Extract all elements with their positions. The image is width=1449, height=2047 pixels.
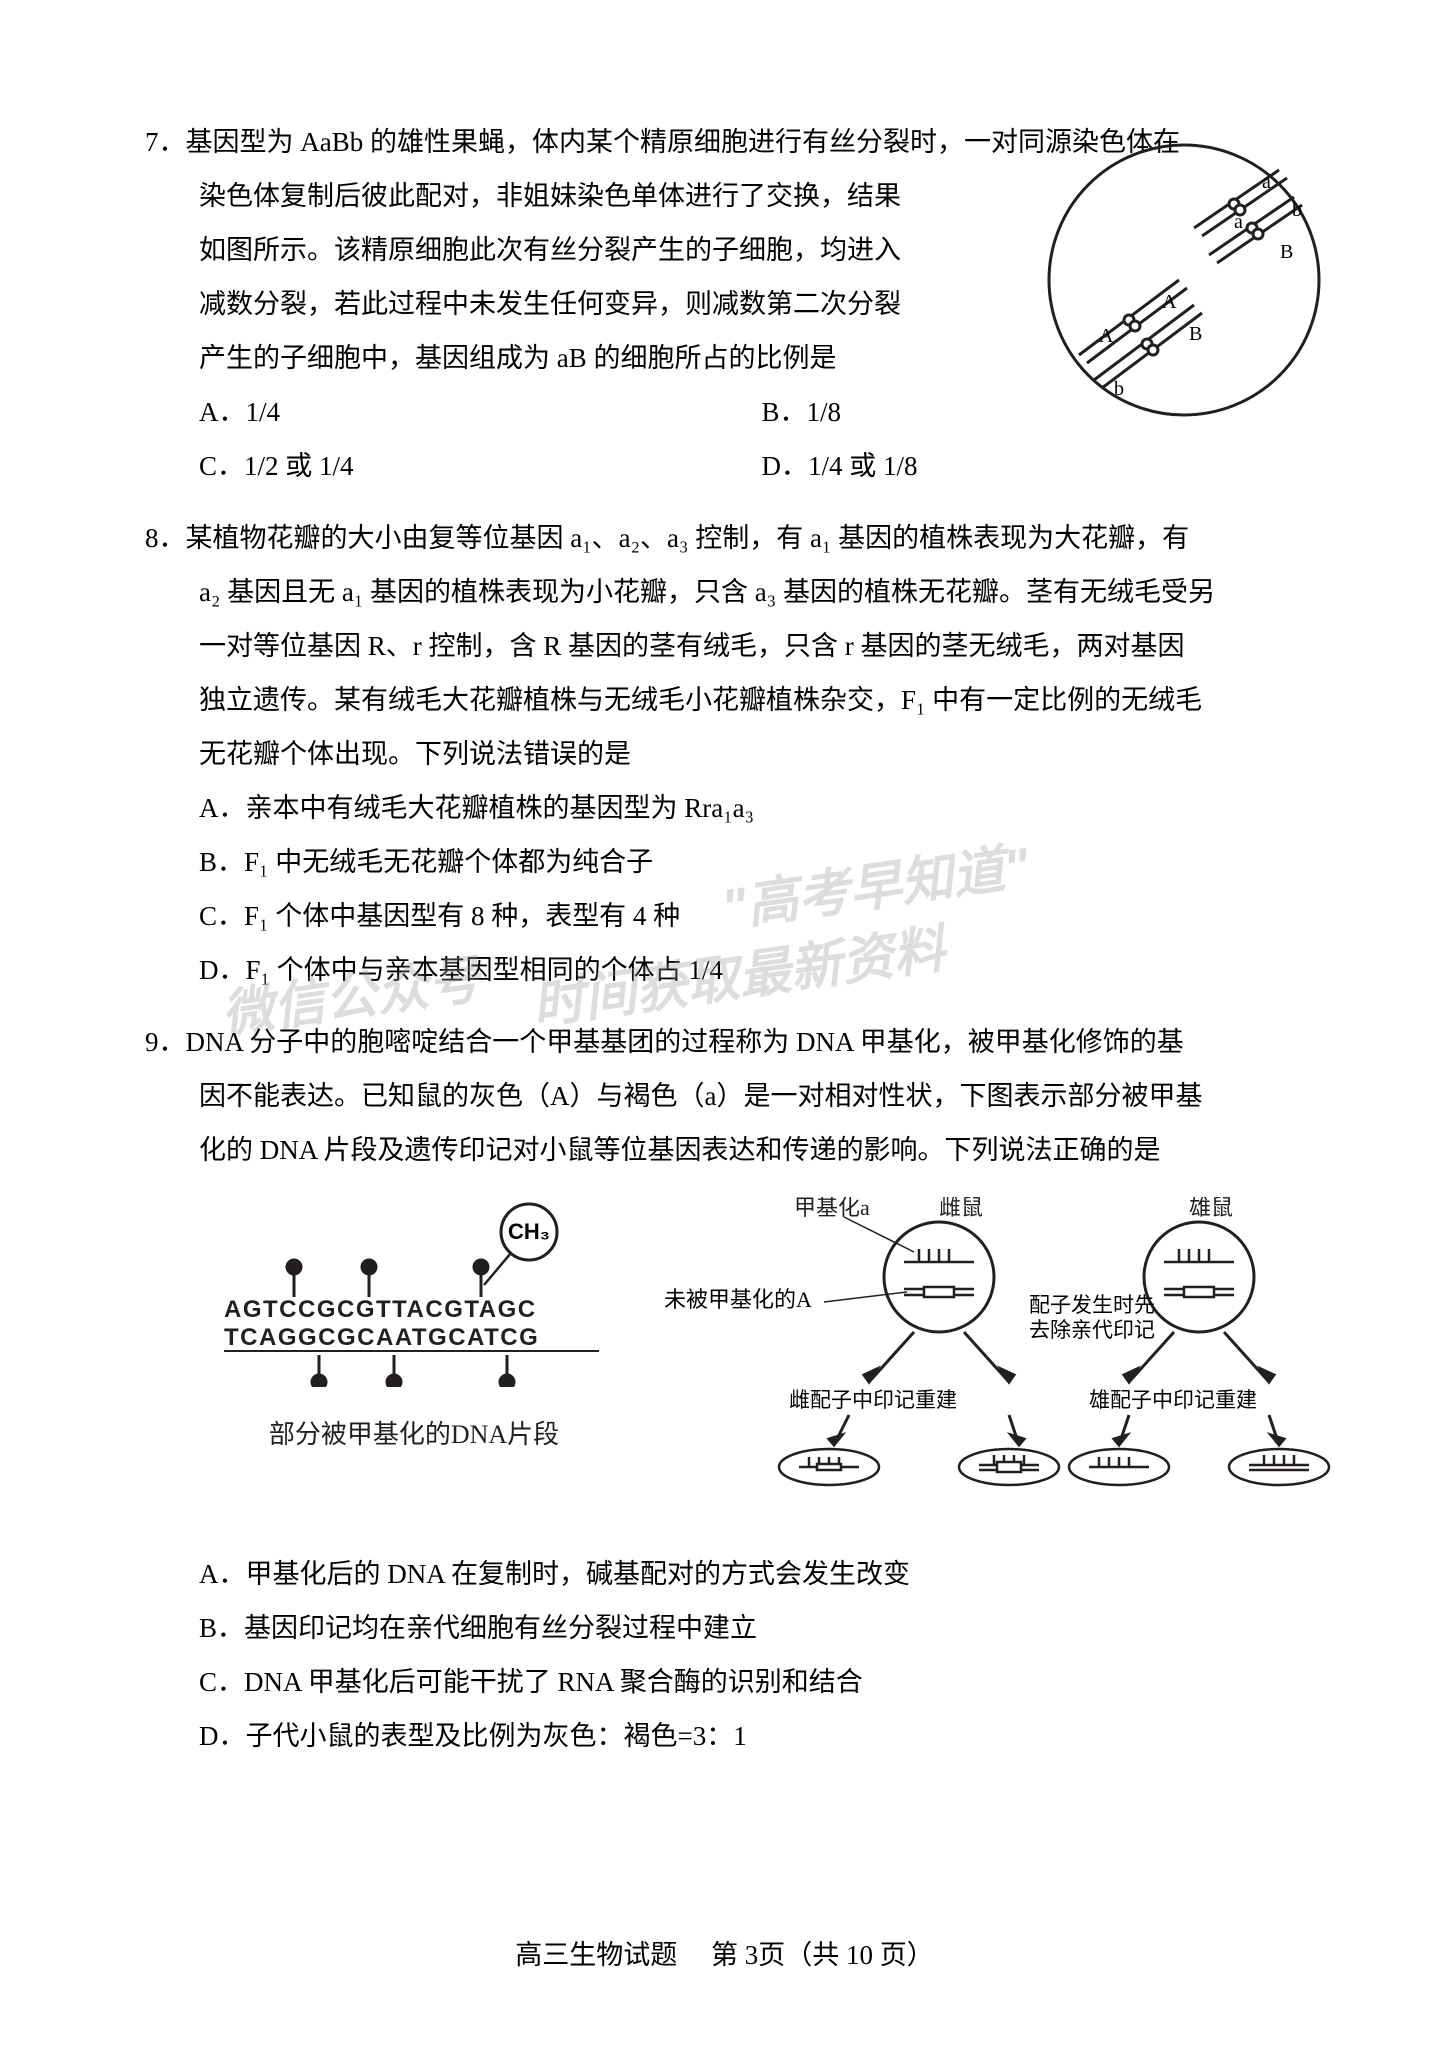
- q7-stem: 7．基因型为 AaBb 的雄性果蝇，体内某个精原细胞进行有丝分裂时，一对同源染色…: [145, 115, 1324, 385]
- dna-fragment-figure: CH₃ AGTCCGCGTTACGTAGC TCAGGCGCAATGCATCG: [199, 1197, 629, 1451]
- q9-line2: 因不能表达。已知鼠的灰色（A）与褐色（a）是一对相对性状，下图表示部分被甲基: [145, 1069, 1324, 1123]
- q9-options: A．甲基化后的 DNA 在复制时，碱基配对的方式会发生改变 B．基因印记均在亲代…: [145, 1547, 1324, 1763]
- q7-stem-text1: 基因型为 AaBb 的雄性果蝇，体内某个精原细胞进行有丝分裂时，一对同源染色体在: [186, 127, 1181, 157]
- page-footer: 高三生物试题 第 3页（共 10 页）: [0, 1933, 1449, 1972]
- q8-optD: D．F₁ 个体中与亲本基因型相同的个体占 1/4: [199, 943, 1324, 997]
- ch3-label: CH₃: [508, 1219, 550, 1244]
- label-erase2: 去除亲代印记: [1029, 1318, 1155, 1342]
- q7-optC: C．1/2 或 1/4: [199, 439, 762, 493]
- q7-optD: D．1/4 或 1/8: [762, 439, 1325, 493]
- q8-optA: A．亲本中有绒毛大花瓣植株的基因型为 Rra₁a₃: [199, 781, 1324, 835]
- q8-line5: 无花瓣个体出现。下列说法错误的是: [145, 727, 1324, 781]
- q8-stem-text1: 某植物花瓣的大小由复等位基因 a₁、a₂、a₃ 控制，有 a₁ 基因的植株表现为…: [186, 523, 1190, 553]
- label-B2: B: [1189, 323, 1202, 345]
- q8-line1: 8．某植物花瓣的大小由复等位基因 a₁、a₂、a₃ 控制，有 a₁ 基因的植株表…: [145, 511, 1324, 565]
- label-b2: b: [1114, 378, 1124, 400]
- label-a1: a: [1262, 171, 1271, 193]
- label-a2: a: [1234, 211, 1243, 233]
- label-methyl-a: 甲基化a: [794, 1197, 870, 1220]
- footer-title: 高三生物试题: [515, 1940, 677, 1970]
- question-7: 7．基因型为 AaBb 的雄性果蝇，体内某个精原细胞进行有丝分裂时，一对同源染色…: [145, 115, 1324, 493]
- q9-optA: A．甲基化后的 DNA 在复制时，碱基配对的方式会发生改变: [199, 1547, 1324, 1601]
- imprint-diagram-icon: 甲基化a 雌鼠 雄鼠: [659, 1197, 1339, 1497]
- label-male-rebuild: 雄配子中印记重建: [1089, 1388, 1257, 1412]
- q8-stem: 8．某植物花瓣的大小由复等位基因 a₁、a₂、a₃ 控制，有 a₁ 基因的植株表…: [145, 511, 1324, 781]
- question-9: 9．DNA 分子中的胞嘧啶结合一个甲基基团的过程称为 DNA 甲基化，被甲基化修…: [145, 1015, 1324, 1763]
- dna-top-seq: AGTCCGCGTTACGTAGC: [224, 1296, 537, 1323]
- q7-line4: 减数分裂，若此过程中未发生任何变异，则减数第二次分裂: [145, 277, 1024, 331]
- label-erase1: 配子发生时先: [1029, 1293, 1155, 1317]
- q9-line1: 9．DNA 分子中的胞嘧啶结合一个甲基基团的过程称为 DNA 甲基化，被甲基化修…: [145, 1015, 1324, 1069]
- label-B1: B: [1280, 241, 1293, 263]
- q7-chromosome-figure: a b a B A B: [1034, 140, 1334, 420]
- q9-optC: C．DNA 甲基化后可能干扰了 RNA 聚合酶的识别和结合: [199, 1655, 1324, 1709]
- q9-number: 9．: [145, 1027, 186, 1057]
- label-A2: A: [1099, 325, 1114, 347]
- q8-options: A．亲本中有绒毛大花瓣植株的基因型为 Rra₁a₃ B．F₁ 中无绒毛无花瓣个体…: [145, 781, 1324, 997]
- dna-sequence-icon: CH₃ AGTCCGCGTTACGTAGC TCAGGCGCAATGCATCG: [199, 1197, 629, 1387]
- q9-optB: B．基因印记均在亲代细胞有丝分裂过程中建立: [199, 1601, 1324, 1655]
- q8-number: 8．: [145, 523, 186, 553]
- cell-diagram-icon: a b a B A B: [1034, 140, 1334, 420]
- q9-stem-text1: DNA 分子中的胞嘧啶结合一个甲基基团的过程称为 DNA 甲基化，被甲基化修饰的…: [186, 1027, 1184, 1057]
- dna-caption: 部分被甲基化的DNA片段: [199, 1414, 629, 1451]
- q8-line3: 一对等位基因 R、r 控制，含 R 基因的茎有绒毛，只含 r 基因的茎无绒毛，两…: [145, 619, 1324, 673]
- q8-optC: C．F₁ 个体中基因型有 8 种，表型有 4 种: [199, 889, 1324, 943]
- q8-optB: B．F₁ 中无绒毛无花瓣个体都为纯合子: [199, 835, 1324, 889]
- label-unmethyl-A: 未被甲基化的A: [664, 1287, 812, 1312]
- q7-options-row2: C．1/2 或 1/4 D．1/4 或 1/8: [145, 439, 1324, 493]
- q8-line4: 独立遗传。某有绒毛大花瓣植株与无绒毛小花瓣植株杂交，F₁ 中有一定比例的无绒毛: [145, 673, 1324, 727]
- label-b1: b: [1292, 199, 1302, 221]
- q7-line5: 产生的子细胞中，基因组成为 aB 的细胞所占的比例是: [145, 331, 1024, 385]
- q7-number: 7．: [145, 127, 186, 157]
- footer-pageno: 第 3页（共 10 页）: [711, 1940, 934, 1970]
- label-female-rebuild: 雌配子中印记重建: [789, 1388, 957, 1412]
- label-male: 雄鼠: [1189, 1197, 1233, 1220]
- q9-optD: D．子代小鼠的表型及比例为灰色：褐色=3：1: [199, 1709, 1324, 1763]
- q7-optA: A．1/4: [199, 385, 762, 439]
- label-female: 雌鼠: [939, 1197, 983, 1220]
- question-8: 8．某植物花瓣的大小由复等位基因 a₁、a₂、a₃ 控制，有 a₁ 基因的植株表…: [145, 511, 1324, 997]
- dna-bot-seq: TCAGGCGCAATGCATCG: [224, 1324, 539, 1351]
- label-A1: A: [1162, 291, 1177, 313]
- q9-diagrams: CH₃ AGTCCGCGTTACGTAGC TCAGGCGCAATGCATCG: [145, 1197, 1324, 1502]
- q9-line3: 化的 DNA 片段及遗传印记对小鼠等位基因表达和传递的影响。下列说法正确的是: [145, 1123, 1324, 1177]
- imprint-figure: 甲基化a 雌鼠 雄鼠: [629, 1197, 1339, 1502]
- q9-stem: 9．DNA 分子中的胞嘧啶结合一个甲基基团的过程称为 DNA 甲基化，被甲基化修…: [145, 1015, 1324, 1177]
- exam-page: 7．基因型为 AaBb 的雄性果蝇，体内某个精原细胞进行有丝分裂时，一对同源染色…: [0, 0, 1449, 1763]
- q7-line2: 染色体复制后彼此配对，非姐妹染色单体进行了交换，结果: [145, 169, 1024, 223]
- q8-line2: a₂ 基因且无 a₁ 基因的植株表现为小花瓣，只含 a₃ 基因的植株无花瓣。茎有…: [145, 565, 1324, 619]
- q7-line3: 如图所示。该精原细胞此次有丝分裂产生的子细胞，均进入: [145, 223, 1024, 277]
